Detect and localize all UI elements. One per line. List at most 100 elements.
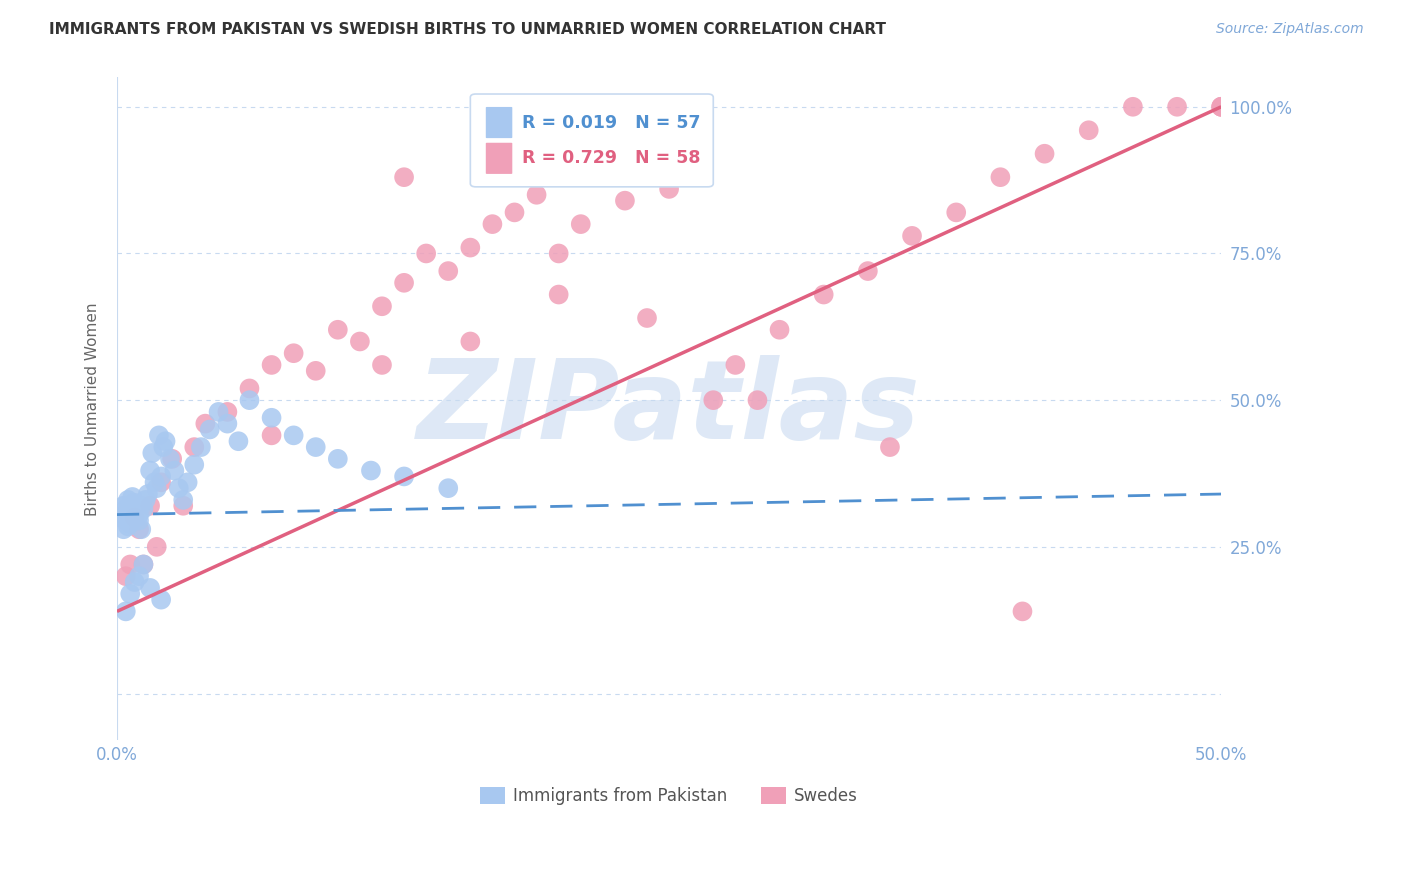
Point [128,569,150,583]
Text: ZIPatlas: ZIPatlas [418,355,921,462]
Point [114,604,136,618]
Point [636,311,658,326]
Point [198,422,221,436]
Point [569,217,592,231]
Point [117,505,139,519]
Point [813,287,835,301]
Point [283,428,305,442]
Point [990,170,1012,185]
Point [143,475,166,490]
Point [150,469,173,483]
Point [1122,100,1144,114]
Point [114,569,136,583]
Point [114,501,136,516]
Text: R = 0.729   N = 58: R = 0.729 N = 58 [522,149,700,168]
Point [120,558,142,572]
Point [526,187,548,202]
Point [481,217,503,231]
FancyBboxPatch shape [486,107,512,138]
Point [139,464,162,478]
Point [260,428,283,442]
Point [305,440,328,454]
Point [145,540,167,554]
Point [658,182,681,196]
Point [172,499,194,513]
Point [326,451,349,466]
Point [124,496,146,510]
Point [110,510,132,524]
Point [129,522,152,536]
Point [1077,123,1099,137]
Point [136,487,159,501]
Point [747,393,769,408]
Point [1033,146,1056,161]
Point [260,410,283,425]
Point [117,519,139,533]
Point [145,481,167,495]
Point [636,158,658,172]
Point [1211,100,1233,114]
Point [128,522,150,536]
Point [128,513,150,527]
Point [150,592,173,607]
Point [152,440,174,454]
Point [360,464,382,478]
Point [228,434,250,449]
Point [1011,604,1033,618]
Point [392,170,415,185]
Point [681,146,703,161]
Point [238,393,260,408]
Point [135,492,157,507]
Text: IMMIGRANTS FROM PAKISTAN VS SWEDISH BIRTHS TO UNMARRIED WOMEN CORRELATION CHART: IMMIGRANTS FROM PAKISTAN VS SWEDISH BIRT… [49,22,886,37]
Point [547,246,569,260]
Point [172,492,194,507]
Point [129,499,152,513]
Point [460,241,482,255]
Point [326,323,349,337]
Point [238,381,260,395]
Point [856,264,879,278]
Point [155,434,177,449]
Point [150,475,173,490]
FancyBboxPatch shape [471,94,713,186]
Point [371,299,394,313]
Point [183,440,205,454]
Point [190,440,212,454]
Point [124,575,146,590]
Point [437,264,460,278]
Point [121,490,143,504]
Point [117,492,139,507]
Text: R = 0.019   N = 57: R = 0.019 N = 57 [522,113,700,131]
Point [217,417,239,431]
Point [121,505,143,519]
Text: Source: ZipAtlas.com: Source: ZipAtlas.com [1216,22,1364,37]
Point [132,558,155,572]
Point [349,334,371,349]
Point [283,346,305,360]
Point [124,510,146,524]
Point [503,205,526,219]
Point [547,287,569,301]
Point [217,405,239,419]
Point [167,481,190,495]
Point [415,246,437,260]
Point [120,587,142,601]
Point [437,481,460,495]
Point [163,464,186,478]
Point [148,428,170,442]
Point [160,451,183,466]
Point [141,446,163,460]
Point [392,276,415,290]
Point [139,499,162,513]
Point [1211,100,1233,114]
Point [132,558,155,572]
Point [194,417,217,431]
Y-axis label: Births to Unmarried Women: Births to Unmarried Women [86,302,100,516]
Point [1166,100,1188,114]
Point [392,469,415,483]
Point [139,581,162,595]
Point [125,501,148,516]
Point [305,364,328,378]
Point [112,522,135,536]
Point [702,393,724,408]
